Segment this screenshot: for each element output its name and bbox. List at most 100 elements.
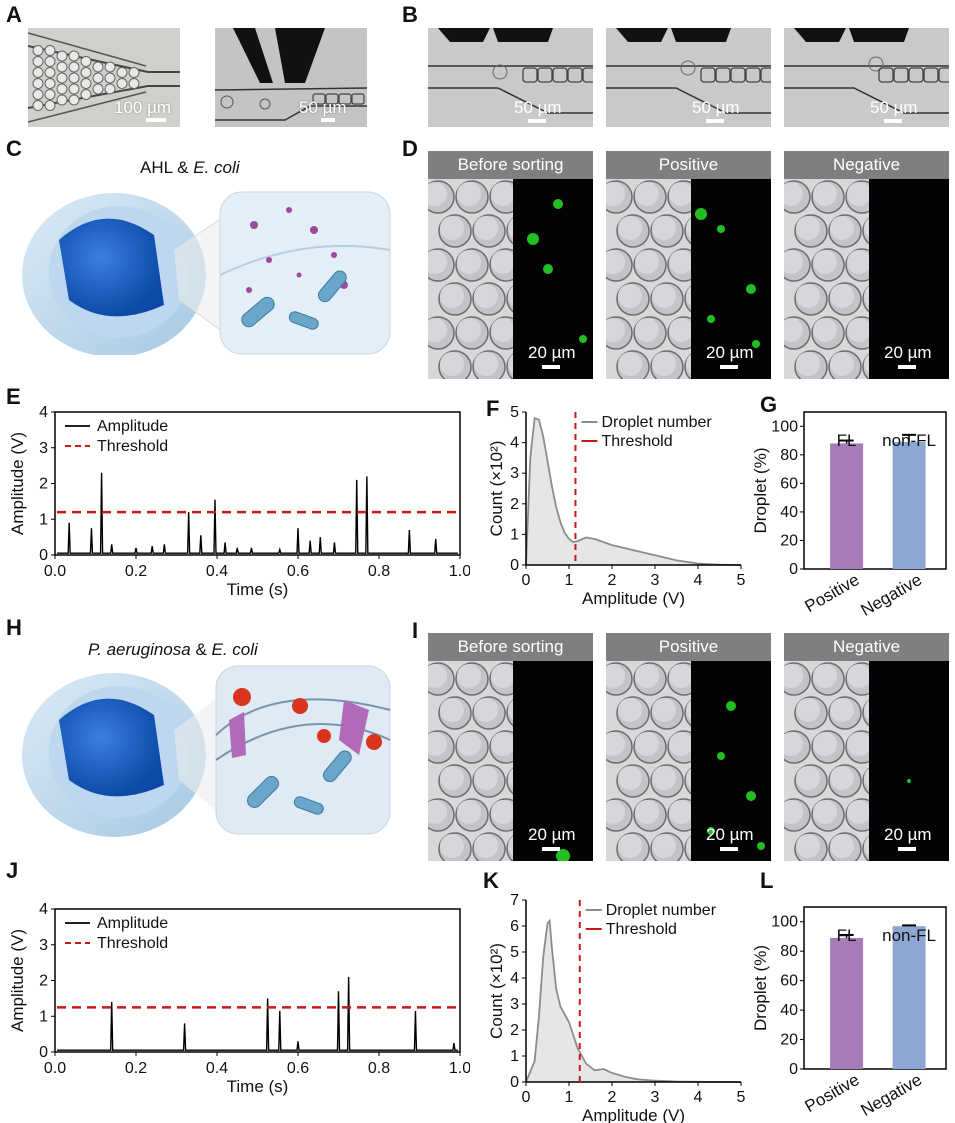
- x-tick-label: 3: [651, 572, 660, 589]
- sorting-channel-image: [784, 28, 949, 114]
- y-tick-label: 0: [789, 561, 798, 578]
- scale-bar: [542, 365, 560, 369]
- fluorescence-image: [869, 179, 949, 379]
- droplet: [68, 83, 80, 95]
- tile-header: Positive: [606, 151, 771, 179]
- sorting-channel-image: [428, 28, 593, 114]
- scale-bar: [898, 847, 916, 851]
- bar: [830, 937, 864, 1069]
- y-tick-label: 100: [771, 914, 798, 931]
- panel-label-l: L: [760, 868, 774, 893]
- fluorescent-cell: [695, 208, 707, 220]
- droplet: [56, 61, 68, 73]
- fluorescent-cell: [556, 849, 570, 861]
- droplet: [56, 94, 68, 106]
- x-tick-label: 0.0: [44, 1060, 66, 1077]
- y-tick-label: 0: [510, 557, 519, 574]
- panel-label-h: H: [6, 615, 22, 640]
- x-tick-label: 0.8: [368, 1060, 390, 1077]
- bar: [892, 441, 926, 569]
- scale-bar: [720, 847, 738, 851]
- y-axis-label: Count (×10²): [487, 943, 506, 1039]
- x-tick-label: 0.8: [368, 563, 390, 580]
- scale-bar-label: 50 µm: [514, 98, 562, 117]
- y-tick-label: 80: [780, 447, 798, 464]
- chart-f: 0 1 2 3 4 5 0 1 2 3 4 5 Amplitude (V) Count (×10²) Dro…: [487, 404, 746, 608]
- scale-bar-label: 20 µm: [528, 343, 576, 362]
- fluorescence-image: [869, 661, 949, 861]
- fluorescence-field: [527, 199, 587, 343]
- y-tick-label: 40: [780, 1002, 798, 1019]
- y-tick-label: 2: [39, 476, 48, 493]
- fluorescent-cell: [579, 335, 587, 343]
- x-tick-label: 2: [608, 1089, 617, 1106]
- droplet: [92, 61, 104, 73]
- fluorescent-cell: [907, 779, 911, 783]
- y-tick-label: 0: [39, 547, 48, 564]
- x-tick-label: 5: [737, 572, 746, 589]
- y-tick-label: 6: [510, 918, 519, 935]
- plot-frame: [803, 411, 947, 570]
- bar-label: FL: [837, 926, 857, 945]
- y-tick-label: 3: [510, 996, 519, 1013]
- chart-e: 0 1 2 3 4 0.0 0.2 0.4 0.6 0.8 1.0 Time (s) Amplitude…: [8, 404, 470, 599]
- brightfield-image: [784, 179, 869, 379]
- legend-label: Threshold: [97, 438, 168, 455]
- droplet: [44, 45, 56, 56]
- panel-c-title: AHL & E. coli: [140, 158, 240, 177]
- y-tick-label: 0: [39, 1044, 48, 1061]
- droplet: [56, 50, 68, 62]
- y-tick-label: 20: [780, 1032, 798, 1049]
- droplet: [32, 67, 44, 78]
- y-tick-label: 3: [39, 937, 48, 954]
- scale-bar-label: 20 µm: [884, 343, 932, 362]
- panel-a-left-image: 100 µm: [28, 28, 180, 127]
- bar-label: FL: [837, 431, 857, 450]
- scale-bar: [706, 119, 724, 123]
- y-tick-label: 60: [780, 475, 798, 492]
- x-tick-label: 0.6: [287, 563, 309, 580]
- amplitude-trace: [57, 976, 458, 1051]
- y-tick-label: 2: [510, 1022, 519, 1039]
- x-tick-label: 0: [522, 1089, 531, 1106]
- histogram-fill: [526, 920, 741, 1082]
- y-tick-label: 4: [510, 970, 519, 987]
- y-axis-label: Droplet (%): [752, 945, 770, 1031]
- fluorescence-image: [513, 661, 593, 861]
- legend-label: Threshold: [606, 921, 677, 938]
- x-tick-label: 2: [608, 572, 617, 589]
- x-tick-label: 3: [651, 1089, 660, 1106]
- y-tick-label: 4: [39, 901, 48, 918]
- x-axis-label: Time (s): [227, 1077, 289, 1096]
- panel-label-g: G: [760, 392, 778, 417]
- tile-header: Before sorting: [428, 151, 593, 179]
- tile-header: Positive: [606, 633, 771, 661]
- x-tick-label: Negative: [857, 570, 925, 620]
- panel-label-c: C: [6, 136, 22, 161]
- scale-bar-label: 50 µm: [870, 98, 918, 117]
- y-axis-label: Count (×10²): [487, 441, 506, 537]
- droplet: [92, 72, 104, 84]
- amplitude-trace: [57, 472, 458, 554]
- fluorescent-cell: [746, 284, 756, 294]
- droplet: [104, 83, 116, 95]
- y-tick-label: 4: [510, 435, 519, 452]
- x-tick-label: 0.6: [287, 1060, 309, 1077]
- y-tick-label: 7: [510, 892, 519, 909]
- droplet-field: [428, 662, 513, 861]
- chart-k: 0 1 2 3 4 5 6 7 0 1 2 3 4 5 Amplitude (V) Count (×10²) D…: [487, 892, 746, 1123]
- scale-bar: [898, 365, 916, 369]
- scale-bar-label: 50 µm: [692, 98, 740, 117]
- brightfield-image: [606, 661, 691, 861]
- x-tick-label: Positive: [802, 570, 863, 616]
- panel-h-title: P. aeruginosa & E. coli: [88, 640, 258, 659]
- x-tick-label: 0.4: [206, 563, 228, 580]
- y-tick-label: 1: [510, 526, 519, 543]
- brightfield-image: [428, 179, 513, 379]
- droplet: [80, 67, 92, 78]
- legend-label: Amplitude: [97, 418, 168, 435]
- y-tick-label: 1: [39, 511, 48, 528]
- droplet: [44, 67, 56, 78]
- scale-bar-label: 20 µm: [706, 825, 754, 844]
